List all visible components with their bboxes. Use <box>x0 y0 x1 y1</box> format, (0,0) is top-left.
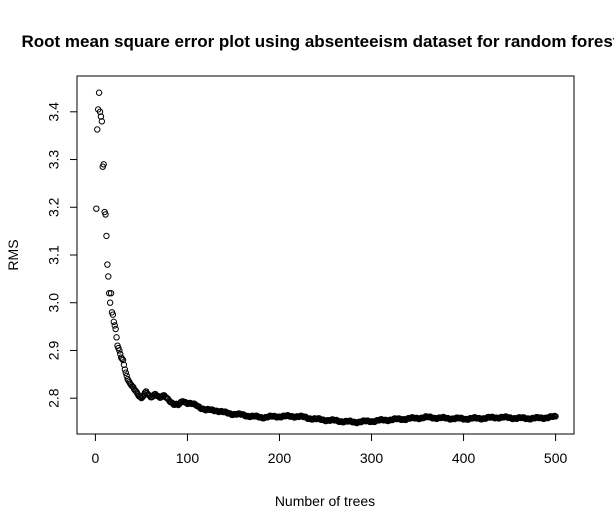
y-tick-label: 3.0 <box>46 293 62 313</box>
data-point <box>116 347 123 354</box>
data-point <box>95 89 103 96</box>
data-point <box>110 318 118 326</box>
data-point <box>169 400 176 407</box>
data-point <box>146 392 153 399</box>
data-point <box>109 311 117 318</box>
data-point <box>103 232 110 240</box>
x-tick-label: 300 <box>360 450 384 466</box>
data-point <box>121 366 129 373</box>
data-point <box>111 322 118 329</box>
data-point <box>93 205 100 212</box>
data-point <box>107 289 115 297</box>
data-point <box>118 355 126 363</box>
data-points <box>93 89 559 427</box>
data-point <box>120 361 128 368</box>
x-tick-label: 400 <box>452 450 476 466</box>
chart-title: Root mean square error plot using absent… <box>21 32 614 51</box>
y-tick-label: 3.4 <box>46 102 62 122</box>
data-point <box>94 126 101 133</box>
x-tick-label: 100 <box>176 450 200 466</box>
data-point <box>106 299 114 306</box>
data-point <box>552 413 559 420</box>
data-point <box>113 334 120 341</box>
plot-frame <box>76 75 575 435</box>
data-point <box>98 118 106 125</box>
data-point <box>112 325 119 333</box>
x-tick-label: 200 <box>268 450 292 466</box>
x-axis-label: Number of trees <box>275 493 375 509</box>
data-point <box>96 108 104 116</box>
y-axis: 2.8 2.9 3.0 3.1 3.2 3.3 3.4 <box>46 102 78 408</box>
x-tick-label: 500 <box>544 450 568 466</box>
data-point <box>106 289 113 297</box>
data-point <box>105 273 112 280</box>
y-tick-label: 3.3 <box>46 150 62 170</box>
y-tick-label: 3.2 <box>46 197 62 217</box>
x-tick-label: 0 <box>92 450 100 466</box>
data-point <box>122 369 129 376</box>
y-axis-label: RMS <box>5 239 21 270</box>
data-point <box>100 161 107 168</box>
y-tick-label: 2.8 <box>46 388 62 408</box>
y-tick-label: 2.9 <box>46 341 62 361</box>
data-point <box>102 211 109 218</box>
y-tick-label: 3.1 <box>46 245 62 265</box>
x-axis: 0 100 200 300 400 500 <box>92 433 568 466</box>
data-point <box>104 261 111 268</box>
data-point <box>334 417 341 424</box>
